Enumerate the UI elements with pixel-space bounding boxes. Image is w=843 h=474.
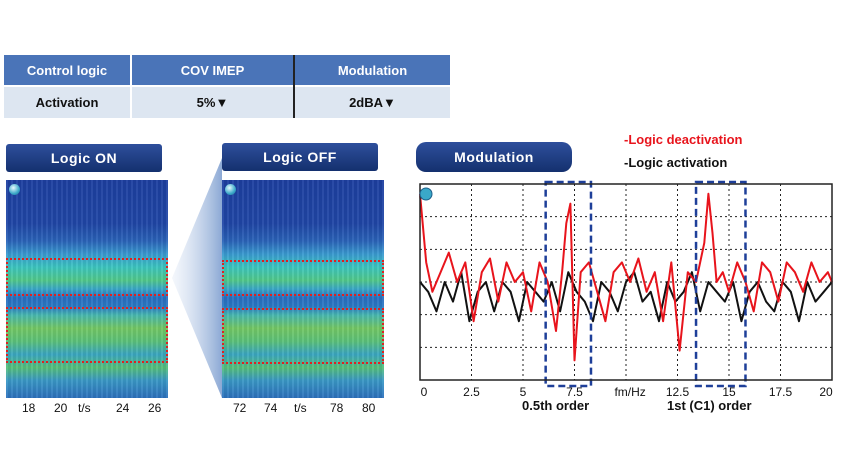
tick-label: 72 xyxy=(233,401,247,415)
x-tick-label: 5 xyxy=(520,385,527,399)
legend-activation: -Logic activation xyxy=(624,155,728,170)
order-boxes xyxy=(544,180,747,388)
legend-deactivation: -Logic deactivation xyxy=(624,132,743,147)
x-tick-label: 7.5 xyxy=(566,385,583,399)
table-separator xyxy=(293,55,295,118)
tick-label: 78 xyxy=(330,401,344,415)
tick-label: 20 xyxy=(54,401,68,415)
header-cov-imep: COV IMEP xyxy=(132,55,293,85)
tick-label: 18 xyxy=(22,401,36,415)
annotation-half-order: 0.5th order xyxy=(522,398,590,413)
tick-label: t/s xyxy=(78,401,91,415)
spectrogram-logic-off xyxy=(222,180,384,398)
box-first-order xyxy=(694,180,747,388)
modulation-chart: 0 2.5 5 7.5 fm/Hz 12.5 15 17.5 20 xyxy=(419,180,833,399)
logic-off-title: Logic OFF xyxy=(222,143,378,171)
summary-table: Control logic COV IMEP Modulation Activa… xyxy=(4,55,450,118)
highlight-band-lower xyxy=(6,307,168,363)
tick-label: t/s xyxy=(294,401,307,415)
header-modulation: Modulation xyxy=(295,55,450,85)
x-tick-label: 17.5 xyxy=(769,385,793,399)
x-tick-label: 0 xyxy=(421,385,428,399)
tick-label: 80 xyxy=(362,401,376,415)
indicator-orb xyxy=(9,184,20,195)
x-tick-label: fm/Hz xyxy=(614,385,645,399)
tick-label: 24 xyxy=(116,401,130,415)
x-tick-label: 20 xyxy=(819,385,833,399)
modulation-title: Modulation xyxy=(416,142,572,172)
indicator-orb xyxy=(419,187,433,201)
tick-label: 74 xyxy=(264,401,278,415)
annotation-first-order: 1st (C1) order xyxy=(667,398,752,413)
highlight-band-lower xyxy=(222,308,384,364)
series-line-deactivation xyxy=(419,192,833,362)
spectrogram-logic-on xyxy=(6,180,168,398)
x-tick-label: 15 xyxy=(722,385,736,399)
cell-cov-imep-value: 5%▼ xyxy=(132,87,293,118)
plot-frame xyxy=(419,183,833,381)
x-tick-label: 2.5 xyxy=(463,385,480,399)
chart-lines xyxy=(419,192,833,362)
logic-on-title: Logic ON xyxy=(6,144,162,172)
indicator-orb xyxy=(225,184,236,195)
x-tick-label: 12.5 xyxy=(666,385,690,399)
x-tick-labels: 0 2.5 5 7.5 fm/Hz 12.5 15 17.5 20 xyxy=(421,385,833,399)
box-half-order xyxy=(544,180,593,388)
highlight-band-upper xyxy=(6,258,168,296)
header-control-logic: Control logic xyxy=(4,55,130,85)
highlight-band-upper xyxy=(222,260,384,296)
zoom-beam xyxy=(172,158,222,398)
cell-modulation-value: 2dBA▼ xyxy=(295,87,450,118)
series-line-activation xyxy=(419,271,833,323)
tick-label: 26 xyxy=(148,401,162,415)
cell-activation: Activation xyxy=(4,87,130,118)
